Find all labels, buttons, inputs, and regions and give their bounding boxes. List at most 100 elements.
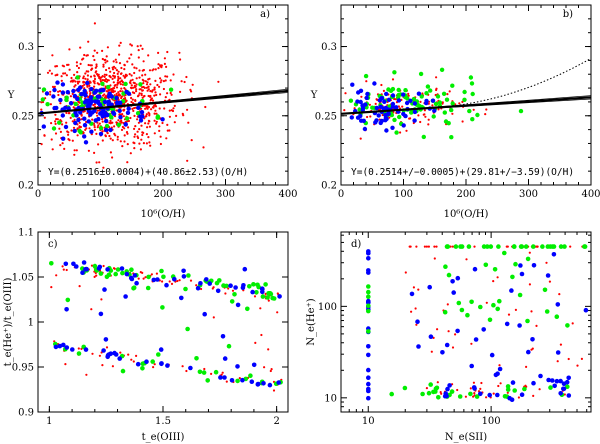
data-point-blue (125, 110, 131, 116)
data-point-red (115, 121, 118, 124)
data-point-red (189, 279, 193, 282)
data-point-red (93, 124, 96, 127)
x-tick-label: 1 (46, 416, 52, 427)
data-point-green (565, 384, 570, 390)
data-point-red (186, 159, 189, 162)
panel-b: 0 100 200 300 400 0.2 0.25 0.3 b) Y=(0.2514+/−0… (310, 4, 600, 220)
data-point-red (423, 109, 426, 112)
data-point-red (270, 368, 273, 371)
data-point-red (60, 75, 63, 78)
data-point-red (145, 113, 148, 116)
data-point-blue (88, 112, 93, 117)
data-point-red (423, 245, 426, 248)
data-point-red (168, 115, 171, 118)
data-point-red (119, 140, 122, 143)
data-point-blue (358, 99, 363, 105)
fit-line (37, 88, 289, 114)
data-point-blue (83, 93, 88, 98)
data-point-red (140, 92, 143, 95)
data-point-green (129, 267, 134, 273)
data-point-green (465, 312, 470, 318)
data-point-blue (179, 295, 184, 301)
data-point-red (132, 360, 135, 363)
data-point-green (442, 110, 447, 115)
data-point-red (57, 90, 60, 93)
data-point-red (190, 139, 193, 142)
data-point-red (153, 119, 156, 122)
data-point-red (120, 87, 123, 90)
data-point-blue (44, 91, 50, 96)
data-point-blue (95, 99, 101, 104)
data-point-red (126, 132, 129, 135)
data-point-red (109, 119, 112, 122)
data-point-red (51, 54, 54, 57)
data-point-red (78, 285, 81, 288)
data-point-red (147, 94, 150, 98)
data-point-green (124, 116, 130, 121)
data-point-blue (495, 371, 500, 377)
data-point-green (449, 135, 454, 140)
data-point-red (109, 137, 112, 140)
x-axis-label-d: N_e(SII) (445, 432, 487, 443)
data-point-red (60, 79, 63, 82)
data-point-red (76, 127, 79, 130)
data-point-blue (159, 361, 164, 366)
data-point-red (166, 129, 169, 132)
data-point-red (125, 131, 129, 134)
data-point-red (90, 308, 93, 311)
data-point-blue (409, 291, 415, 297)
data-point-blue (481, 327, 487, 332)
data-point-red (104, 61, 107, 64)
data-point-red (158, 107, 161, 110)
data-point-red (162, 87, 165, 91)
data-point-red (161, 121, 164, 125)
data-point-red (425, 245, 428, 248)
data-point-red (227, 287, 230, 290)
data-point-red (88, 84, 91, 87)
data-point-green (453, 244, 459, 249)
data-point-red (417, 114, 420, 117)
data-point-red (141, 89, 144, 92)
data-point-blue (384, 91, 389, 97)
data-point-red (75, 64, 79, 67)
data-point-red (129, 43, 132, 46)
data-point-red (157, 67, 160, 70)
data-point-blue (93, 118, 98, 123)
data-point-green (428, 88, 433, 93)
data-point-green (437, 100, 443, 105)
data-point-green (450, 101, 455, 106)
data-point-green (443, 119, 449, 124)
data-point-red (152, 106, 155, 109)
data-point-red (133, 66, 136, 69)
data-point-red (133, 135, 136, 138)
data-point-red (530, 348, 533, 351)
data-point-blue (60, 82, 66, 87)
data-point-red (153, 132, 156, 135)
data-point-red (221, 371, 224, 374)
data-point-red (122, 74, 125, 77)
data-point-blue (558, 391, 563, 396)
data-point-red (90, 64, 93, 67)
data-point-red (435, 245, 438, 248)
data-point-blue (366, 300, 371, 305)
fit-lines-a (37, 88, 289, 115)
data-point-red (441, 101, 444, 104)
data-point-red (141, 47, 144, 51)
data-point-red (412, 286, 415, 289)
data-point-red (133, 106, 136, 110)
data-point-red (128, 73, 131, 76)
data-point-red (155, 122, 158, 125)
data-point-blue (204, 277, 209, 282)
data-point-red (149, 144, 152, 147)
x-tick-label: 400 (278, 189, 297, 200)
data-point-red (96, 114, 99, 117)
data-point-red (151, 89, 154, 92)
data-point-green (224, 283, 229, 289)
data-point-blue (164, 282, 169, 288)
ticks-a: 0 100 200 300 400 0.2 0.25 0.3 (12, 5, 298, 200)
data-point-green (431, 114, 436, 119)
data-point-red (141, 69, 144, 72)
data-point-blue (60, 90, 66, 95)
data-point-red (95, 274, 98, 277)
data-point-red (147, 88, 150, 91)
